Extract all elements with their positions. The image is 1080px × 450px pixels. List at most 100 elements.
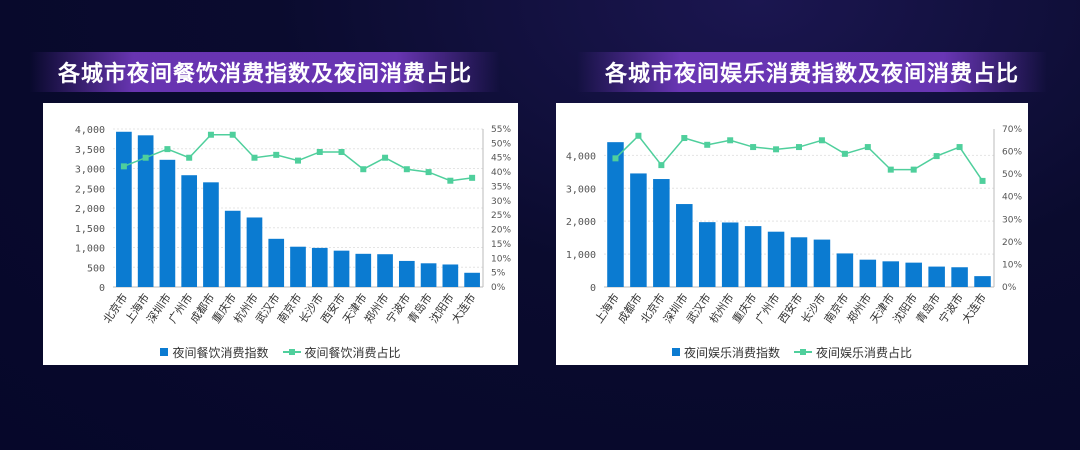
- bar: [951, 267, 968, 287]
- y-tick-label: 2,000: [566, 217, 596, 228]
- line-point: [425, 169, 432, 176]
- chart-title-right: 各城市夜间娱乐消费指数及夜间消费占比: [604, 62, 1019, 87]
- y2-tick-label: 55%: [491, 125, 511, 135]
- y2-tick-label: 50%: [491, 139, 511, 149]
- line-point: [612, 155, 619, 162]
- line-point: [295, 157, 301, 164]
- line-point: [864, 144, 871, 151]
- bar: [355, 253, 372, 287]
- y-tick-label: 1,000: [75, 244, 105, 255]
- bar: [721, 222, 739, 287]
- chart-legend-entertainment: 夜间娱乐消费指数 夜间娱乐消费占比: [556, 343, 1028, 361]
- y2-tick-label: 5%: [491, 269, 506, 279]
- y2-tick-label: 35%: [491, 182, 511, 192]
- chart-title-banner-left: 各城市夜间餐饮消费指数及夜间消费占比: [30, 52, 500, 92]
- bar: [905, 262, 922, 287]
- chart-svg-entertainment: 0 1,000 2,000 3,000 4,000 0% 10% 20% 30% 40% 50% 60…: [566, 125, 1023, 326]
- bar: [268, 238, 285, 287]
- legend-item-bar: 夜间娱乐消费指数: [671, 344, 780, 361]
- line-point: [186, 154, 193, 161]
- y-tick-label: 1,000: [566, 250, 596, 261]
- bar: [974, 276, 991, 287]
- bar: [813, 239, 831, 287]
- y2-tick-label: 45%: [491, 154, 511, 164]
- bar: [290, 246, 306, 287]
- y2-tick-label: 0%: [1002, 283, 1017, 293]
- line-point: [316, 148, 323, 155]
- y2-tick-label: 20%: [491, 226, 511, 236]
- bar: [790, 237, 808, 287]
- bar: [607, 142, 624, 287]
- bar: [203, 182, 219, 287]
- legend-item-bar: 夜间餐饮消费指数: [160, 344, 269, 361]
- line-point: [658, 162, 665, 169]
- bar: [744, 226, 762, 287]
- bar: [116, 131, 132, 287]
- line-point: [933, 153, 940, 160]
- chart-title-left: 各城市夜间餐饮消费指数及夜间消费占比: [57, 62, 472, 87]
- y2-tick-label: 40%: [1002, 193, 1022, 203]
- line-point: [727, 137, 734, 144]
- y2-tick-label: 10%: [1002, 260, 1022, 270]
- y2-tick-label: 50%: [1002, 170, 1022, 180]
- y2-tick-label: 10%: [491, 254, 511, 264]
- y-tick-label: 2,500: [75, 184, 105, 195]
- y2-tick-label: 40%: [491, 168, 511, 178]
- line-point: [382, 154, 389, 161]
- y2-tick-label: 25%: [491, 211, 511, 221]
- bar: [377, 254, 393, 287]
- legend-item-line: 夜间餐饮消费占比: [282, 344, 401, 361]
- line-point: [681, 135, 688, 142]
- line-point: [887, 166, 894, 173]
- legend-bar-swatch: [160, 348, 169, 356]
- y-tick-label: 500: [87, 263, 105, 274]
- bar: [311, 247, 328, 287]
- line-point: [360, 166, 367, 173]
- y-tick-label: 3,500: [75, 145, 105, 156]
- bar: [928, 266, 945, 287]
- y-tick-label: 2,000: [75, 204, 105, 215]
- chart-title-banner-right: 各城市夜间娱乐消费指数及夜间消费占比: [577, 52, 1047, 92]
- line-point: [142, 154, 149, 161]
- bar: [442, 264, 459, 287]
- series-line: [614, 134, 984, 182]
- bar: [398, 260, 415, 287]
- bar: [159, 159, 176, 287]
- line-point: [979, 177, 986, 184]
- bar: [630, 173, 647, 287]
- bar: [676, 204, 693, 287]
- y2-tick-label: 0%: [491, 283, 506, 293]
- line-point: [403, 166, 410, 173]
- legend-label-bar: 夜间娱乐消费指数: [683, 345, 780, 360]
- y-tick-label: 3,000: [75, 165, 105, 176]
- line-point: [841, 150, 848, 157]
- bar: [224, 210, 241, 287]
- line-point: [796, 144, 802, 151]
- bar: [698, 222, 716, 287]
- legend-label-bar: 夜间餐饮消费指数: [172, 345, 269, 360]
- bar: [420, 263, 437, 287]
- bar: [181, 175, 198, 287]
- legend-line-swatch: [794, 348, 812, 356]
- chart-panel-dining: 0 500 1,000 1,500 2,000 2,500 3,000 3,500 4,000 0…: [43, 103, 518, 365]
- legend-line-swatch: [282, 348, 301, 356]
- legend-bar-swatch: [671, 348, 680, 356]
- bar: [767, 231, 785, 287]
- y-tick-label: 4,000: [75, 125, 105, 136]
- chart-panel-entertainment: 0 1,000 2,000 3,000 4,000 0% 10% 20% 30% 40% 50% 60…: [556, 103, 1028, 365]
- y-tick-label: 0: [99, 283, 105, 294]
- y-tick-label: 1,500: [75, 224, 105, 235]
- bar: [464, 272, 480, 287]
- bar: [882, 261, 900, 287]
- y-tick-label: 0: [590, 283, 596, 294]
- legend-label-line: 夜间餐饮消费占比: [304, 345, 401, 360]
- y2-tick-label: 30%: [491, 197, 511, 207]
- y2-tick-label: 30%: [1002, 215, 1022, 225]
- line-point: [469, 174, 476, 181]
- y2-tick-label: 70%: [1002, 125, 1022, 135]
- legend-label-line: 夜间娱乐消费占比: [816, 345, 913, 360]
- bar: [333, 250, 350, 287]
- line-point: [120, 163, 127, 170]
- bar: [653, 179, 670, 287]
- bar: [836, 253, 854, 287]
